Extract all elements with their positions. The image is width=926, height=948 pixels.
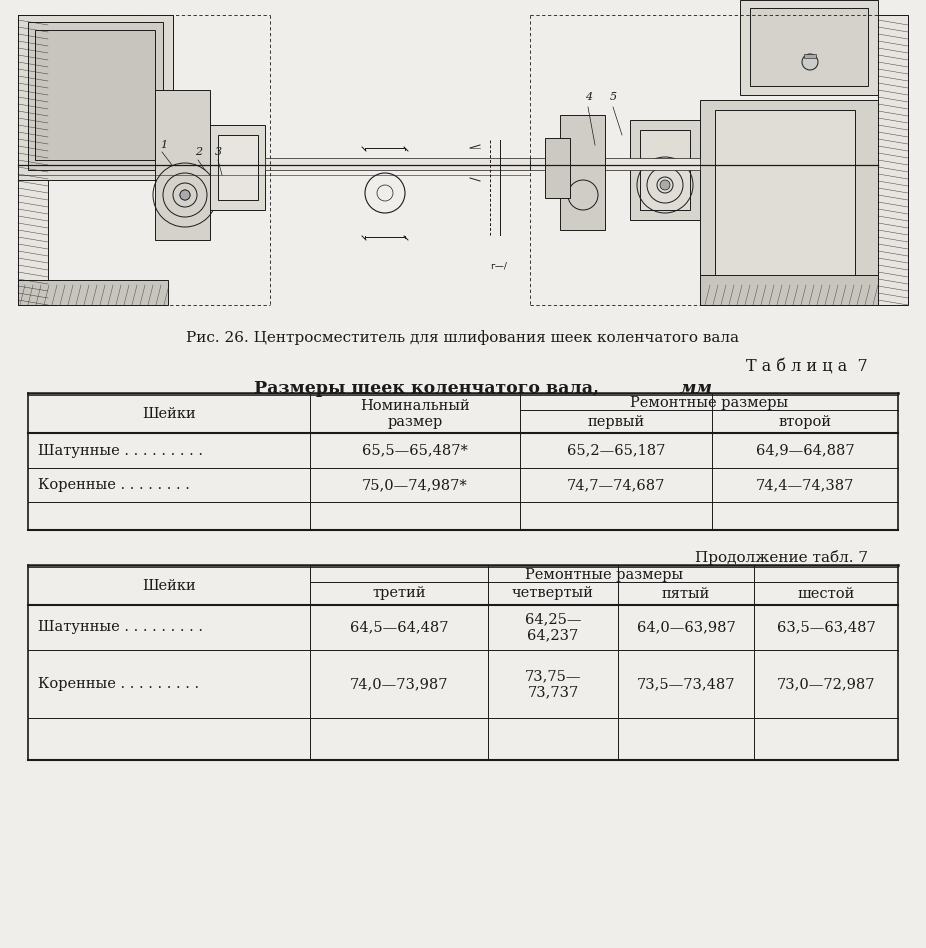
Text: четвертый: четвертый: [512, 587, 594, 600]
Text: 64,5—64,487: 64,5—64,487: [350, 621, 448, 634]
Text: 65,2—65,187: 65,2—65,187: [567, 444, 665, 458]
Text: 75,0—74,987*: 75,0—74,987*: [362, 478, 468, 492]
Text: Шейки: Шейки: [142, 579, 196, 593]
Bar: [640, 130, 690, 210]
Text: Номинальный
размер: Номинальный размер: [360, 399, 469, 429]
Text: 74,7—74,687: 74,7—74,687: [567, 478, 665, 492]
Text: 64,25—
64,237: 64,25— 64,237: [525, 612, 582, 643]
Text: 73,0—72,987: 73,0—72,987: [777, 677, 875, 691]
Bar: [155, 90, 210, 240]
Bar: [630, 120, 700, 220]
Text: г—/: г—/: [490, 261, 507, 270]
Bar: [35, 30, 155, 160]
Text: 64,0—63,987: 64,0—63,987: [637, 621, 735, 634]
Text: 63,5—63,487: 63,5—63,487: [777, 621, 875, 634]
Text: 74,4—74,387: 74,4—74,387: [756, 478, 854, 492]
Text: первый: первый: [587, 414, 644, 428]
Circle shape: [180, 190, 190, 200]
Text: Коренные . . . . . . . .: Коренные . . . . . . . .: [38, 478, 190, 492]
Text: Т а б л и ц а  7: Т а б л и ц а 7: [746, 358, 868, 375]
Text: Размеры шеек коленчатого вала,: Размеры шеек коленчатого вала,: [255, 380, 606, 397]
Text: 74,0—73,987: 74,0—73,987: [350, 677, 448, 691]
Circle shape: [802, 54, 818, 70]
Bar: [750, 8, 868, 86]
Bar: [18, 280, 168, 305]
Text: Продолжение табл. 7: Продолжение табл. 7: [695, 550, 868, 565]
Bar: [715, 110, 855, 290]
Text: второй: второй: [779, 414, 832, 428]
Bar: [700, 275, 878, 305]
Bar: [530, 158, 700, 170]
Bar: [740, 0, 878, 95]
Text: Ремонтные размеры: Ремонтные размеры: [630, 395, 788, 410]
Bar: [545, 138, 570, 198]
Circle shape: [660, 180, 670, 190]
Bar: [28, 22, 163, 170]
Bar: [265, 158, 530, 170]
Text: Ремонтные размеры: Ремонтные размеры: [525, 568, 683, 581]
Text: Шейки: Шейки: [142, 407, 196, 421]
Text: мм: мм: [680, 380, 712, 397]
Bar: [18, 15, 173, 180]
Text: 65,5—65,487*: 65,5—65,487*: [362, 444, 468, 458]
Text: пятый: пятый: [662, 587, 710, 600]
Bar: [700, 100, 878, 305]
Text: 2: 2: [195, 147, 202, 157]
Text: Шатунные . . . . . . . . .: Шатунные . . . . . . . . .: [38, 444, 203, 458]
Bar: [18, 15, 48, 305]
Text: 1: 1: [160, 140, 167, 150]
Text: 73,75—
73,737: 73,75— 73,737: [525, 669, 582, 699]
Bar: [878, 15, 908, 305]
Text: Коренные . . . . . . . . .: Коренные . . . . . . . . .: [38, 677, 199, 691]
Text: Шатунные . . . . . . . . .: Шатунные . . . . . . . . .: [38, 621, 203, 634]
Bar: [210, 125, 265, 210]
Text: Рис. 26. Центросместитель для шлифования шеек коленчатого вала: Рис. 26. Центросместитель для шлифования…: [186, 330, 740, 345]
Bar: [804, 54, 816, 58]
Bar: [218, 135, 258, 200]
Bar: [560, 115, 605, 230]
Text: 4: 4: [585, 92, 592, 102]
Text: шестой: шестой: [797, 587, 855, 600]
Text: 73,5—73,487: 73,5—73,487: [637, 677, 735, 691]
Text: третий: третий: [372, 587, 426, 600]
Text: 3: 3: [215, 147, 222, 157]
Text: 64,9—64,887: 64,9—64,887: [756, 444, 855, 458]
Text: 5: 5: [610, 92, 617, 102]
